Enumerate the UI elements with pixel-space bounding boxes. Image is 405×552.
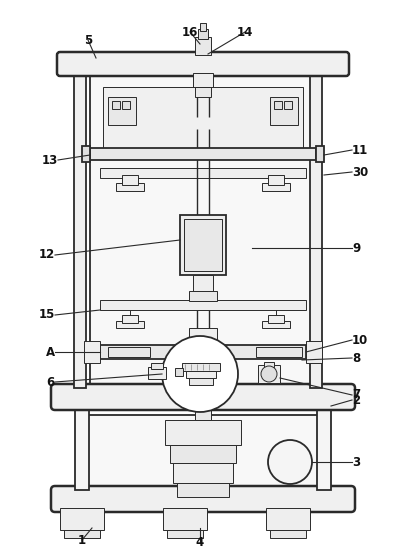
Bar: [84, 341, 100, 363]
Text: 2: 2: [351, 394, 359, 406]
Bar: [315, 146, 323, 162]
Bar: [116, 321, 144, 328]
Bar: [177, 483, 228, 497]
Text: 1: 1: [78, 533, 86, 546]
FancyBboxPatch shape: [51, 384, 354, 410]
Bar: [273, 101, 281, 109]
Bar: [267, 175, 284, 185]
Circle shape: [162, 336, 237, 412]
Bar: [284, 101, 291, 109]
Text: 9: 9: [351, 242, 359, 254]
Bar: [192, 275, 213, 291]
Bar: [263, 362, 273, 367]
Bar: [122, 101, 130, 109]
Bar: [183, 219, 222, 271]
Text: 10: 10: [351, 333, 367, 347]
Bar: [181, 363, 220, 371]
Bar: [194, 87, 211, 97]
Bar: [122, 175, 138, 185]
Circle shape: [267, 440, 311, 484]
Bar: [194, 37, 211, 55]
Text: A: A: [46, 346, 55, 358]
Bar: [82, 146, 90, 162]
Bar: [75, 395, 89, 490]
Bar: [108, 347, 149, 357]
Bar: [261, 183, 289, 191]
Text: 14: 14: [236, 25, 253, 39]
Bar: [122, 315, 138, 323]
Bar: [316, 395, 330, 490]
Bar: [100, 300, 305, 310]
Text: 4: 4: [195, 535, 204, 549]
Bar: [189, 328, 216, 340]
Bar: [179, 215, 226, 275]
Bar: [74, 73, 86, 388]
Bar: [170, 445, 235, 463]
Bar: [100, 345, 305, 359]
Bar: [82, 415, 323, 497]
Bar: [116, 183, 144, 191]
Circle shape: [260, 366, 276, 382]
Text: 15: 15: [38, 309, 55, 321]
Bar: [185, 371, 215, 378]
Text: 8: 8: [351, 352, 359, 364]
Bar: [305, 341, 321, 363]
FancyBboxPatch shape: [51, 486, 354, 512]
Bar: [256, 347, 301, 357]
Text: 7: 7: [351, 389, 359, 401]
Bar: [164, 420, 241, 445]
Text: 13: 13: [42, 153, 58, 167]
Bar: [189, 291, 216, 301]
Bar: [64, 530, 100, 538]
Text: 30: 30: [351, 166, 367, 178]
Bar: [257, 365, 279, 383]
Bar: [166, 530, 202, 538]
Text: 6: 6: [47, 375, 55, 389]
FancyBboxPatch shape: [57, 52, 348, 76]
Bar: [309, 73, 321, 388]
Bar: [162, 508, 207, 530]
Bar: [267, 315, 284, 323]
Text: 5: 5: [84, 34, 92, 46]
Bar: [192, 73, 213, 87]
Bar: [269, 530, 305, 538]
Bar: [175, 368, 183, 376]
Bar: [200, 23, 205, 31]
Bar: [189, 378, 213, 385]
Bar: [261, 321, 289, 328]
Bar: [90, 148, 315, 160]
Bar: [103, 87, 302, 149]
Bar: [100, 168, 305, 178]
Text: 16: 16: [181, 25, 198, 39]
Bar: [194, 408, 211, 420]
Bar: [108, 97, 136, 125]
Bar: [198, 400, 207, 410]
Bar: [269, 97, 297, 125]
Bar: [198, 29, 207, 39]
Bar: [90, 73, 315, 385]
Text: 11: 11: [351, 144, 367, 157]
Bar: [265, 508, 309, 530]
Bar: [148, 367, 166, 379]
Bar: [173, 463, 232, 483]
Text: 12: 12: [38, 248, 55, 262]
Text: 3: 3: [351, 455, 359, 469]
Bar: [112, 101, 120, 109]
Bar: [60, 508, 104, 530]
Bar: [151, 363, 162, 369]
